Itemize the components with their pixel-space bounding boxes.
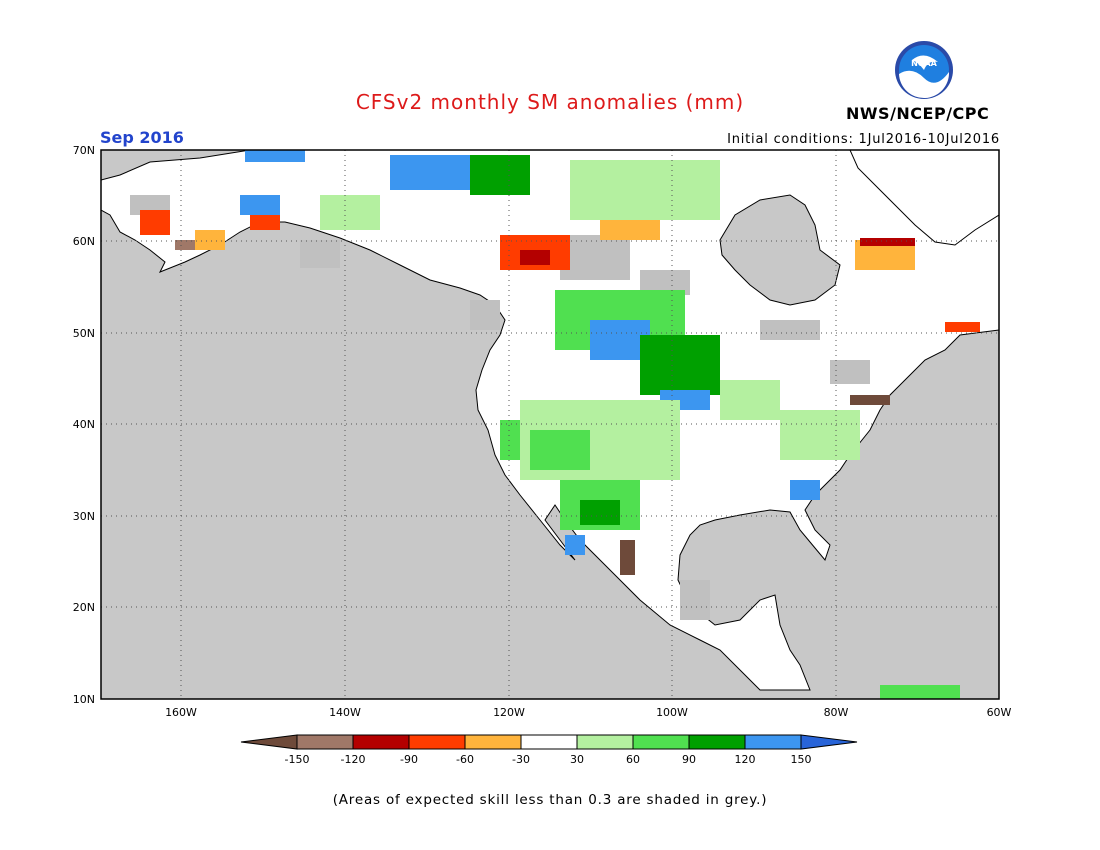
lat-label: 60N xyxy=(73,235,95,248)
legend-label: -30 xyxy=(512,753,530,766)
legend-box xyxy=(520,734,578,750)
organization-label: NWS/NCEP/CPC xyxy=(846,104,990,123)
lon-label: 140W xyxy=(329,706,361,719)
lat-label: 40N xyxy=(73,418,95,431)
map-frame xyxy=(100,149,1000,700)
lat-label: 20N xyxy=(73,601,95,614)
legend-box xyxy=(464,734,522,750)
valid-month-label: Sep 2016 xyxy=(100,128,184,147)
legend-label: 120 xyxy=(735,753,756,766)
lon-label: 100W xyxy=(656,706,688,719)
lat-label: 10N xyxy=(73,693,95,706)
low-skill-shading xyxy=(130,195,870,620)
lat-label: 50N xyxy=(73,327,95,340)
land-greenland xyxy=(849,150,999,246)
legend-box xyxy=(296,734,354,750)
legend-labels: -150 -120 -90 -60 -30 30 60 90 120 150 xyxy=(285,753,812,766)
lat-label: 70N xyxy=(73,144,95,157)
noaa-logo-text: NOAA xyxy=(911,59,937,68)
legend-box xyxy=(352,734,410,750)
anomaly-patches xyxy=(140,150,980,699)
legend-arrow-high xyxy=(800,734,858,750)
legend-box xyxy=(688,734,746,750)
footnote: (Areas of expected skill less than 0.3 a… xyxy=(332,792,768,808)
map-title: CFSv2 monthly SM anomalies (mm) xyxy=(355,90,745,114)
legend-label: -60 xyxy=(456,753,474,766)
legend-label: 150 xyxy=(791,753,812,766)
noaa-logo: NOAA xyxy=(895,41,953,99)
legend-boxes xyxy=(240,734,858,750)
initial-conditions-label: Initial conditions: 1Jul2016-10Jul2016 xyxy=(727,132,1000,147)
lon-label: 80W xyxy=(824,706,849,719)
legend-box xyxy=(408,734,466,750)
legend-box xyxy=(632,734,690,750)
legend-label: -120 xyxy=(341,753,366,766)
lon-label: 160W xyxy=(165,706,197,719)
hudson-bay xyxy=(719,194,841,306)
lon-label: 120W xyxy=(493,706,525,719)
legend-arrow-low xyxy=(240,734,298,750)
legend-box xyxy=(576,734,634,750)
legend-label: 30 xyxy=(570,753,584,766)
legend-label: 60 xyxy=(626,753,640,766)
legend-label: 90 xyxy=(682,753,696,766)
legend-box xyxy=(744,734,802,750)
lat-label: 30N xyxy=(73,510,95,523)
legend-label: -150 xyxy=(285,753,310,766)
legend-label: -90 xyxy=(400,753,418,766)
lon-label: 60W xyxy=(987,706,1012,719)
